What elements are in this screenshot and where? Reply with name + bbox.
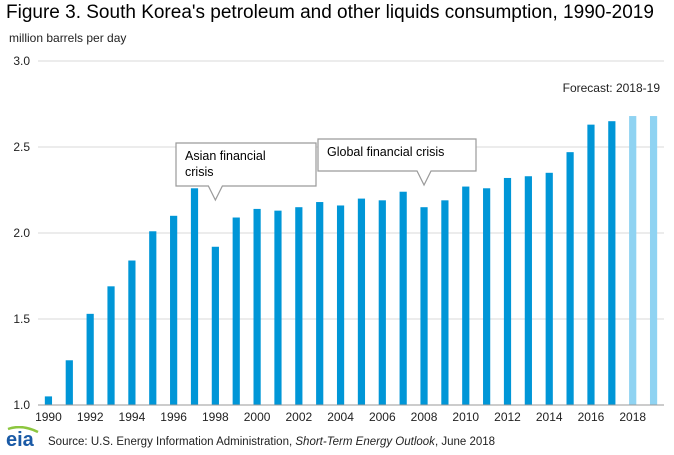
source-note: Source: U.S. Energy Information Administ…: [48, 436, 495, 448]
bar-2013: [524, 176, 532, 405]
source-publication: Short-Term Energy Outlook: [295, 436, 435, 448]
forecast-label: Forecast: 2018-19: [563, 81, 661, 95]
callout-text: Asian financial: [185, 149, 266, 163]
callout-box: [175, 142, 317, 202]
x-tick-label: 2014: [536, 410, 563, 424]
y-tick-label: 2.0: [13, 226, 30, 240]
x-tick-label: 2002: [285, 410, 312, 424]
bar-2018: [629, 116, 637, 405]
bar-2000: [253, 208, 261, 405]
source-prefix: Source: U.S. Energy Information Administ…: [48, 436, 296, 448]
bar-2016: [587, 124, 595, 405]
x-tick-label: 2010: [452, 410, 479, 424]
bar-1995: [149, 231, 157, 405]
bar-2011: [483, 188, 491, 405]
bar-2002: [295, 207, 303, 405]
bar-2003: [316, 202, 324, 405]
x-tick-label: 2000: [244, 410, 271, 424]
bar-1990: [44, 396, 53, 405]
x-tick-label: 2006: [369, 410, 396, 424]
bar-1998: [211, 246, 219, 405]
bar-2005: [357, 198, 366, 405]
bar-2009: [441, 200, 449, 405]
bar-2001: [274, 210, 282, 405]
chart-title: Figure 3. South Korea's petroleum and ot…: [6, 2, 654, 23]
bar-2017: [608, 121, 616, 405]
x-tick-label: 2016: [578, 410, 605, 424]
x-tick-label: 1990: [35, 410, 62, 424]
x-tick-label: 2018: [619, 410, 646, 424]
bar-1999: [232, 217, 240, 405]
bar-1996: [170, 215, 178, 405]
bar-1993: [107, 286, 115, 405]
eia-logo: eia: [6, 426, 39, 451]
x-tick-label: 2004: [327, 410, 354, 424]
source-suffix: , June 2018: [434, 436, 496, 448]
bar-2007: [399, 191, 407, 405]
bar-1997: [190, 188, 199, 405]
x-tick-label: 1992: [77, 410, 104, 424]
bar-1991: [65, 360, 73, 405]
bar-1994: [128, 260, 136, 405]
x-tick-label: 1994: [119, 410, 146, 424]
x-tick-label: 1998: [202, 410, 229, 424]
bar-2015: [566, 152, 574, 405]
x-tick-label: 1996: [160, 410, 187, 424]
y-tick-label: 1.5: [13, 312, 30, 326]
y-tick-label: 3.0: [13, 54, 30, 68]
x-tick-label: 2008: [411, 410, 438, 424]
y-tick-label: 1.0: [13, 398, 30, 412]
y-axis-label: million barrels per day: [9, 31, 127, 45]
callout-text: Global financial crisis: [327, 145, 444, 159]
callout-text: crisis: [185, 165, 213, 179]
bar-2014: [545, 172, 553, 405]
bar-2019: [649, 116, 658, 405]
bar-2004: [336, 205, 345, 405]
svg-text:eia: eia: [6, 429, 35, 451]
bar-2010: [462, 186, 470, 405]
callout-box: [317, 138, 477, 187]
bar-2008: [420, 207, 428, 405]
bar-1992: [86, 313, 94, 405]
bar-2006: [378, 200, 386, 405]
bar-2012: [503, 177, 512, 405]
y-tick-label: 2.5: [13, 140, 30, 154]
x-tick-label: 2012: [494, 410, 521, 424]
